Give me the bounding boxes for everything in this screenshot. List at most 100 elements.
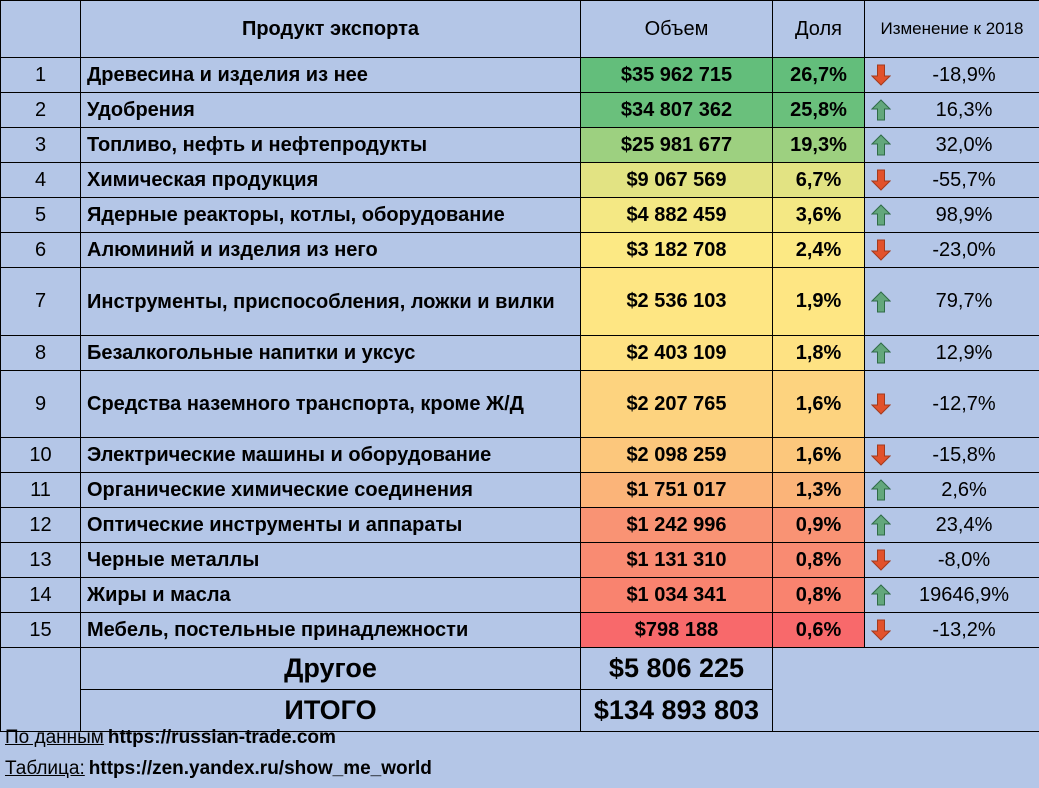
row-number: 15	[0, 612, 81, 648]
share-cell: 3,6%	[772, 197, 865, 233]
row-number: 7	[0, 267, 81, 336]
table-row: 14 Жиры и масла $1 034 341 0,8% 19646,9%	[0, 577, 1039, 613]
product-name: Органические химические соединения	[80, 472, 581, 508]
volume-cell: $2 207 765	[580, 370, 773, 438]
table-row: 1 Древесина и изделия из нее $35 962 715 26…	[0, 57, 1039, 93]
header-cell: Объем	[580, 0, 773, 58]
product-name: Топливо, нефть и нефтепродукты	[80, 127, 581, 163]
other-volume: $5 806 225	[580, 647, 773, 690]
row-number: 12	[0, 507, 81, 543]
volume-cell: $25 981 677	[580, 127, 773, 163]
product-name: Электрические машины и оборудование	[80, 437, 581, 473]
share-cell: 19,3%	[772, 127, 865, 163]
share-cell: 1,9%	[772, 267, 865, 336]
row-number: 9	[0, 370, 81, 438]
row-number: 11	[0, 472, 81, 508]
share-cell: 1,6%	[772, 437, 865, 473]
table-row: 5 Ядерные реакторы, котлы, оборудование $4…	[0, 197, 1039, 233]
row-number: 13	[0, 542, 81, 578]
product-name: Мебель, постельные принадлежности	[80, 612, 581, 648]
total-volume: $134 893 803	[580, 689, 773, 732]
share-cell: 0,9%	[772, 507, 865, 543]
product-name: Безалкогольные напитки и уксус	[80, 335, 581, 371]
footer-prefix: Таблица:	[5, 758, 85, 779]
volume-cell: $3 182 708	[580, 232, 773, 268]
row-number: 3	[0, 127, 81, 163]
share-cell: 0,6%	[772, 612, 865, 648]
header-cell: Доля	[772, 0, 865, 58]
row-number: 14	[0, 577, 81, 613]
table-row: 8 Безалкогольные напитки и уксус $2 403 10…	[0, 335, 1039, 371]
change-cell: -55,7%	[864, 162, 1039, 198]
volume-cell: $1 131 310	[580, 542, 773, 578]
change-cell: -23,0%	[864, 232, 1039, 268]
volume-cell: $35 962 715	[580, 57, 773, 93]
row-number: 5	[0, 197, 81, 233]
arrow-up	[871, 204, 891, 226]
arrow-down	[871, 64, 891, 86]
total-label: ИТОГО	[80, 689, 581, 732]
share-cell: 1,3%	[772, 472, 865, 508]
share-cell: 6,7%	[772, 162, 865, 198]
product-name: Оптические инструменты и аппараты	[80, 507, 581, 543]
product-name: Удобрения	[80, 92, 581, 128]
share-cell: 0,8%	[772, 542, 865, 578]
table-row: 12 Оптические инструменты и аппараты $1 24…	[0, 507, 1039, 543]
footer-prefix: По данным	[5, 727, 104, 748]
other-label: Другое	[80, 647, 581, 690]
header-cell: Продукт экспорта	[80, 0, 581, 58]
row-number: 1	[0, 57, 81, 93]
table-row: 6 Алюминий и изделия из него $3 182 708 2,4…	[0, 232, 1039, 268]
product-name: Химическая продукция	[80, 162, 581, 198]
volume-cell: $2 098 259	[580, 437, 773, 473]
volume-cell: $4 882 459	[580, 197, 773, 233]
change-cell: 2,6%	[864, 472, 1039, 508]
footer-link: https://russian-trade.com	[107, 727, 336, 748]
table-row: 3 Топливо, нефть и нефтепродукты $25 981 6…	[0, 127, 1039, 163]
share-cell: 26,7%	[772, 57, 865, 93]
arrow-up	[871, 290, 891, 312]
arrow-up	[871, 134, 891, 156]
arrow-up	[871, 584, 891, 606]
arrow-down	[871, 549, 891, 571]
header-cell	[0, 0, 81, 58]
arrow-up	[871, 342, 891, 364]
share-cell: 1,8%	[772, 335, 865, 371]
product-name: Алюминий и изделия из него	[80, 232, 581, 268]
table-row: 15 Мебель, постельные принадлежности $798 …	[0, 612, 1039, 648]
footer-line: Таблица: https://zen.yandex.ru/show_me_wo…	[5, 753, 432, 784]
arrow-up	[871, 479, 891, 501]
row-number: 6	[0, 232, 81, 268]
row-number: 2	[0, 92, 81, 128]
footer: По данным https://russian-trade.com Таблиц…	[5, 722, 432, 784]
share-cell: 2,4%	[772, 232, 865, 268]
product-name: Ядерные реакторы, котлы, оборудование	[80, 197, 581, 233]
footer-link: https://zen.yandex.ru/show_me_world	[88, 758, 432, 779]
volume-cell: $1 751 017	[580, 472, 773, 508]
change-cell: -8,0%	[864, 542, 1039, 578]
row-number: 8	[0, 335, 81, 371]
product-name: Жиры и масла	[80, 577, 581, 613]
arrow-down	[871, 393, 891, 415]
change-cell: 19646,9%	[864, 577, 1039, 613]
volume-cell: $9 067 569	[580, 162, 773, 198]
share-cell: 0,8%	[772, 577, 865, 613]
product-name: Древесина и изделия из нее	[80, 57, 581, 93]
table-row: 7 Инструменты, приспособления, ложки и ви…	[0, 267, 1039, 336]
arrow-up	[871, 99, 891, 121]
volume-cell: $1 242 996	[580, 507, 773, 543]
change-cell: 79,7%	[864, 267, 1039, 336]
empty-cell	[0, 647, 81, 732]
row-number: 4	[0, 162, 81, 198]
change-cell: -13,2%	[864, 612, 1039, 648]
other-row: Другое $5 806 225	[0, 647, 1039, 732]
table-row: 10 Электрические машины и оборудование $2 …	[0, 437, 1039, 473]
row-number: 10	[0, 437, 81, 473]
share-cell: 25,8%	[772, 92, 865, 128]
table-row: 11 Органические химические соединения $1 7…	[0, 472, 1039, 508]
arrow-down	[871, 619, 891, 641]
volume-cell: $2 403 109	[580, 335, 773, 371]
export-table: Продукт экспорта Объем Доля Изменение к 201…	[0, 0, 1039, 732]
table-row: 13 Черные металлы $1 131 310 0,8% -8,0%	[0, 542, 1039, 578]
change-cell: 12,9%	[864, 335, 1039, 371]
